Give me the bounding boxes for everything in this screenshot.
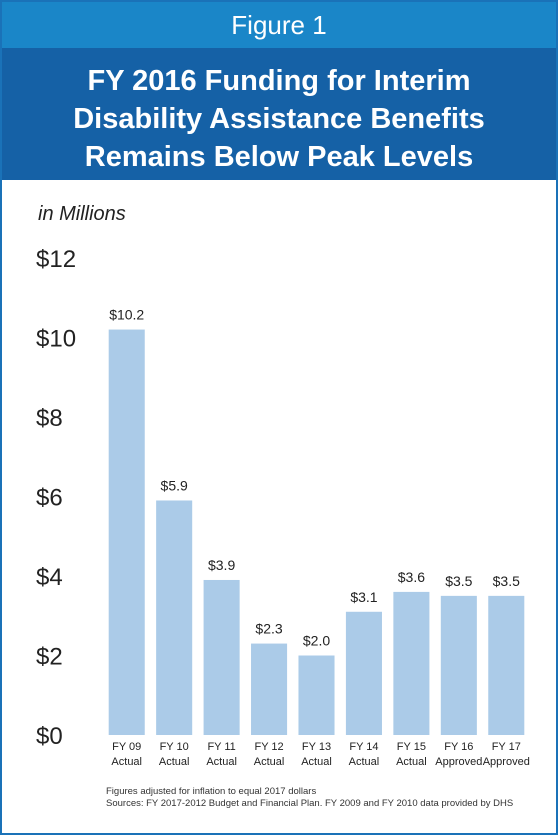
value-label: $3.1	[350, 589, 377, 605]
value-label: $5.9	[161, 477, 188, 493]
value-label: $3.9	[208, 557, 235, 573]
bar	[251, 643, 288, 735]
y-tick-label: $6	[36, 485, 63, 512]
figure-number: Figure 1	[2, 2, 556, 48]
y-tick-label: $8	[36, 405, 63, 432]
x-tick-label: FY 17 Approved	[482, 741, 530, 768]
bar	[345, 611, 382, 735]
bar	[108, 329, 145, 735]
y-tick-label: $10	[36, 326, 76, 353]
bar	[203, 579, 240, 735]
x-tick-label: FY 11 Actual	[206, 741, 237, 768]
bar	[298, 655, 335, 735]
bar	[488, 595, 525, 735]
bar	[393, 591, 430, 735]
x-tick-label: FY 14 Actual	[348, 741, 380, 768]
y-tick-label: $2	[36, 644, 63, 671]
x-tick-label: FY 13 Actual	[301, 741, 332, 768]
x-tick-label: FY 09 Actual	[111, 741, 142, 768]
chart-title: FY 2016 Funding for Interim Disability A…	[2, 48, 556, 180]
footnote: Figures adjusted for inflation to equal …	[106, 786, 317, 797]
value-label: $3.5	[445, 573, 472, 589]
y-tick-label: $12	[36, 246, 76, 273]
bar	[440, 595, 477, 735]
y-tick-label: $0	[36, 723, 63, 750]
y-axis-label: in Millions	[38, 203, 126, 225]
value-label: $3.5	[493, 573, 520, 589]
x-tick-label: FY 12 Actual	[253, 741, 285, 768]
value-label: $2.3	[255, 621, 282, 637]
footnote: Sources: FY 2017-2012 Budget and Financi…	[106, 798, 514, 809]
value-label: $3.6	[398, 569, 425, 585]
value-label: $10.2	[109, 307, 144, 323]
y-tick-label: $4	[36, 564, 63, 591]
x-tick-label: FY 15 Actual	[396, 741, 427, 768]
x-tick-label: FY 10 Actual	[158, 741, 190, 768]
x-tick-label: FY 16 Approved	[435, 741, 483, 768]
bar	[156, 500, 193, 735]
value-label: $2.0	[303, 633, 330, 649]
